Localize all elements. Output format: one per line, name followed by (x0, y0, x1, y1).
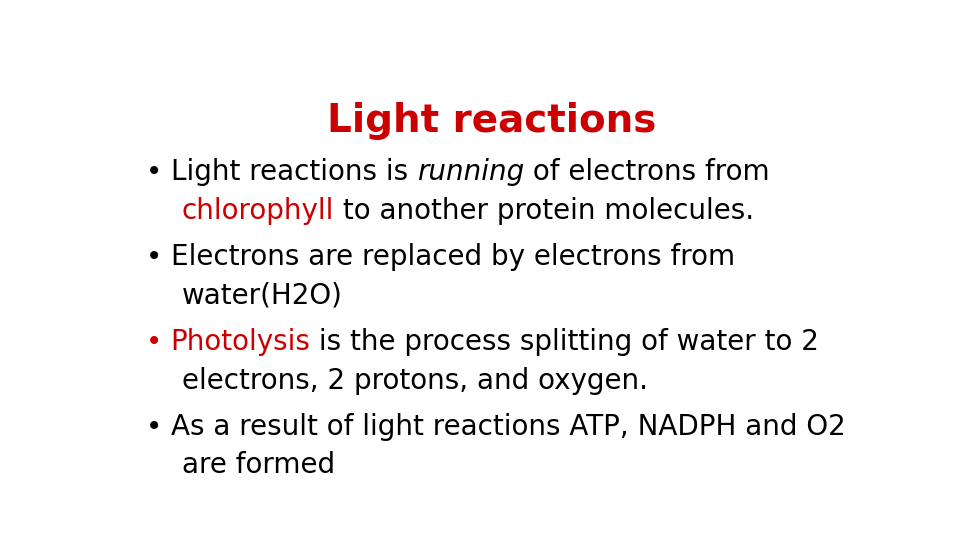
Text: As a result of light reactions ATP, NADPH and O2: As a result of light reactions ATP, NADP… (171, 413, 846, 441)
Text: is the process splitting of water to 2: is the process splitting of water to 2 (310, 328, 819, 356)
Text: •: • (146, 413, 162, 441)
Text: electrons, 2 protons, and oxygen.: electrons, 2 protons, and oxygen. (181, 367, 648, 395)
Text: water(H2O): water(H2O) (181, 282, 343, 310)
Text: running: running (417, 158, 524, 186)
Text: •: • (146, 243, 162, 271)
Text: chlorophyll: chlorophyll (181, 197, 334, 225)
Text: are formed: are formed (181, 451, 335, 480)
Text: to another protein molecules.: to another protein molecules. (334, 197, 755, 225)
Text: •: • (146, 328, 162, 356)
Text: •: • (146, 158, 162, 186)
Text: Electrons are replaced by electrons from: Electrons are replaced by electrons from (171, 243, 734, 271)
Text: of electrons from: of electrons from (524, 158, 770, 186)
Text: Photolysis: Photolysis (171, 328, 310, 356)
Text: Light reactions is: Light reactions is (171, 158, 417, 186)
Text: Light reactions: Light reactions (327, 102, 657, 140)
